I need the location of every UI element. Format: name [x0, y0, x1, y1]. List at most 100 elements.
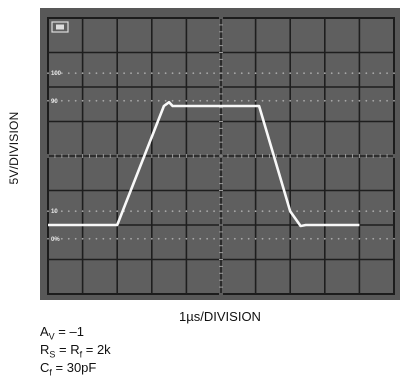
graticule-dot	[303, 72, 305, 75]
graticule-dot	[178, 99, 181, 102]
graticule-dot	[116, 237, 119, 240]
graticule-dot	[227, 99, 229, 102]
graticule-dot	[137, 99, 139, 102]
graticule-dot	[351, 237, 354, 240]
graticule-dot	[310, 210, 312, 213]
graticule-dot	[330, 210, 333, 213]
graticule-dot	[67, 210, 70, 213]
graticule-dot	[178, 210, 181, 213]
graticule-dot	[47, 210, 49, 213]
oscilloscope-screen: 100 90 10 0%	[40, 8, 400, 300]
graticule-dot	[116, 72, 119, 75]
graticule-dot	[323, 72, 326, 75]
y-axis-label: 5V/DIVISION	[7, 111, 21, 185]
graticule-dot	[268, 210, 271, 213]
scope-marking: 90	[51, 99, 58, 105]
graticule-dot	[213, 99, 215, 102]
graticule-dot	[130, 72, 132, 75]
graticule-dot	[337, 72, 340, 75]
graticule-dot	[199, 237, 202, 240]
graticule-dot	[54, 210, 56, 213]
graticule-dot	[268, 99, 271, 102]
graticule-dot	[192, 72, 195, 75]
graticule-dot	[60, 237, 63, 240]
graticule-dot	[330, 99, 333, 102]
graticule-dot	[261, 210, 264, 213]
graticule-dot	[296, 72, 299, 75]
graticule-dot	[143, 237, 146, 240]
graticule-dot	[67, 237, 70, 240]
graticule-dot	[351, 72, 354, 75]
graticule-dot	[54, 237, 56, 240]
condition-capacitor: Cf = 30pF	[40, 360, 97, 378]
graticule-dot	[157, 237, 160, 240]
graticule-dot	[213, 72, 215, 75]
graticule-dot	[344, 237, 347, 240]
graticule-dot	[261, 72, 264, 75]
graticule-dot	[296, 210, 299, 213]
graticule-dot	[365, 210, 368, 213]
graticule-dot	[102, 237, 105, 240]
graticule-dot	[254, 237, 257, 240]
graticule-dot	[323, 210, 326, 213]
graticule-dot	[178, 237, 181, 240]
graticule-dot	[109, 237, 112, 240]
waveform-trace	[48, 100, 360, 228]
graticule-dot	[171, 99, 174, 102]
graticule-dot	[393, 72, 395, 75]
graticule-dot	[185, 210, 188, 213]
graticule-dot	[60, 99, 63, 102]
graticule-dot	[116, 99, 119, 102]
graticule-dot	[351, 210, 354, 213]
graticule-dot	[282, 72, 285, 75]
graticule-dot	[275, 237, 278, 240]
graticule-dot	[102, 72, 105, 75]
graticule-ticks	[47, 17, 395, 295]
graticule-dot	[310, 72, 312, 75]
graticule-dot	[171, 72, 174, 75]
scope-marking: 10	[51, 209, 58, 215]
graticule-dot	[109, 99, 112, 102]
graticule-dot	[81, 99, 84, 102]
scope-marking: 0%	[51, 237, 60, 243]
graticule-dot	[268, 237, 271, 240]
graticule-dot	[74, 99, 77, 102]
graticule-dot	[240, 99, 243, 102]
graticule-dot	[379, 72, 382, 75]
scope-markings: 100 90 10 0%	[51, 71, 62, 243]
graticule-dot	[289, 72, 292, 75]
graticule-dot	[67, 99, 70, 102]
graticule-dot	[351, 99, 354, 102]
graticule-dot	[178, 72, 181, 75]
graticule-dot	[296, 99, 299, 102]
graticule-dot	[365, 237, 368, 240]
scope-logo	[51, 21, 69, 33]
graticule-dot	[303, 99, 305, 102]
graticule-dot	[150, 99, 153, 102]
graticule-dot	[227, 72, 229, 75]
scope-marking: 100	[51, 71, 62, 77]
graticule-dot	[74, 210, 77, 213]
graticule-dot	[206, 99, 209, 102]
graticule-dot	[240, 210, 243, 213]
graticule-dot	[67, 72, 70, 75]
graticule-dot	[379, 237, 382, 240]
graticule-dot	[323, 99, 326, 102]
graticule-dot	[254, 99, 257, 102]
graticule-dot	[192, 237, 195, 240]
graticule-dot	[358, 72, 361, 75]
graticule-dot	[164, 72, 167, 75]
graticule-dot	[95, 72, 98, 75]
graticule-dot	[268, 72, 271, 75]
graticule-dot	[386, 237, 388, 240]
graticule-dot	[157, 72, 160, 75]
graticule-dot	[358, 237, 361, 240]
graticule-dot	[386, 72, 388, 75]
graticule-dot	[282, 99, 285, 102]
graticule-dot	[337, 99, 340, 102]
graticule-dot	[372, 210, 375, 213]
graticule-dot	[102, 99, 105, 102]
graticule-dot	[261, 237, 264, 240]
graticule-dot	[47, 237, 49, 240]
graticule-dot	[372, 237, 375, 240]
